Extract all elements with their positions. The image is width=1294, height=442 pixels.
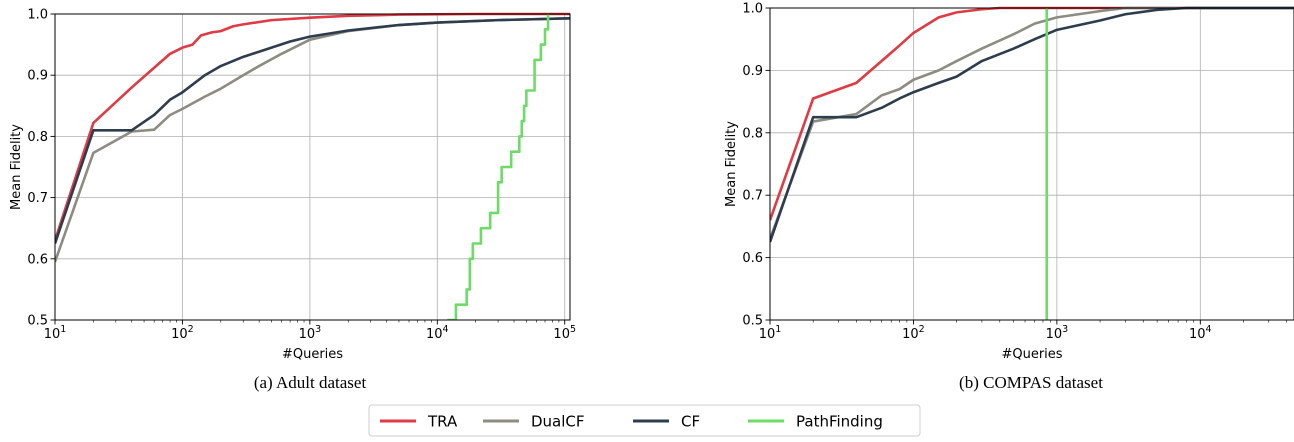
legend-label-dualcf: DualCF [531, 413, 585, 431]
y-axis-label: Mean Fidelity [9, 124, 24, 210]
chart-panel-compas: 101 102 103 104 0.5 0.6 0.7 0.8 0.9 1.0 #Queries Me… [724, 2, 1294, 362]
x-tick-label: 103 [299, 324, 322, 342]
series-line-cf [55, 16, 570, 244]
y-tick-label: 1.0 [742, 2, 763, 17]
x-tick-label: 102 [902, 324, 925, 342]
y-tick-label: 0.7 [27, 191, 48, 206]
y-tick-label: 0.6 [742, 251, 763, 266]
y-tick-label: 0.6 [27, 252, 48, 267]
y-tick-label: 0.9 [27, 69, 48, 84]
x-tick-label: 104 [1189, 324, 1212, 342]
y-tick-label: 0.5 [742, 314, 763, 329]
plot-frame [54, 13, 571, 321]
series-line-dualcf [55, 16, 570, 263]
series-group [55, 12, 570, 320]
y-tick-label: 1.0 [27, 8, 48, 23]
caption-compas: (b) COMPAS dataset [959, 373, 1103, 392]
chart-panel-adult: 101 102 103 104 105 0.5 0.6 0.7 0.8 0.9 1.0 #Querie… [9, 8, 576, 363]
series-line-dualcf [770, 6, 1294, 240]
series-line-tra [770, 6, 1294, 221]
y-tick-label: 0.8 [27, 130, 48, 145]
x-axis-label: #Queries [282, 347, 343, 362]
series-line-cf [770, 6, 1294, 243]
x-tick-label: 102 [171, 324, 194, 342]
y-tick-label: 0.7 [742, 189, 763, 204]
x-tick-label: 104 [426, 324, 449, 342]
legend-label-cf: CF [681, 413, 700, 431]
series-line-tra [55, 12, 570, 241]
x-tick-label: 101 [759, 324, 782, 342]
x-tick-label: 101 [44, 324, 67, 342]
x-tick-label: 103 [1046, 324, 1069, 342]
y-tick-label: 0.5 [27, 314, 48, 329]
x-tick-label: 105 [553, 324, 576, 342]
legend-label-tra: TRA [427, 413, 458, 431]
caption-adult: (a) Adult dataset [254, 373, 367, 392]
x-axis-label: #Queries [1001, 347, 1062, 362]
y-axis-label: Mean Fidelity [724, 121, 739, 207]
y-tick-label: 0.9 [742, 64, 763, 79]
legend-label-pathfinding: PathFinding [796, 413, 883, 431]
y-tick-label: 0.8 [742, 126, 763, 141]
series-group [770, 6, 1294, 320]
series-line-pathfinding [447, 14, 550, 320]
plot-frame [769, 7, 1294, 321]
legend: TRA DualCF CF PathFinding [368, 404, 921, 437]
